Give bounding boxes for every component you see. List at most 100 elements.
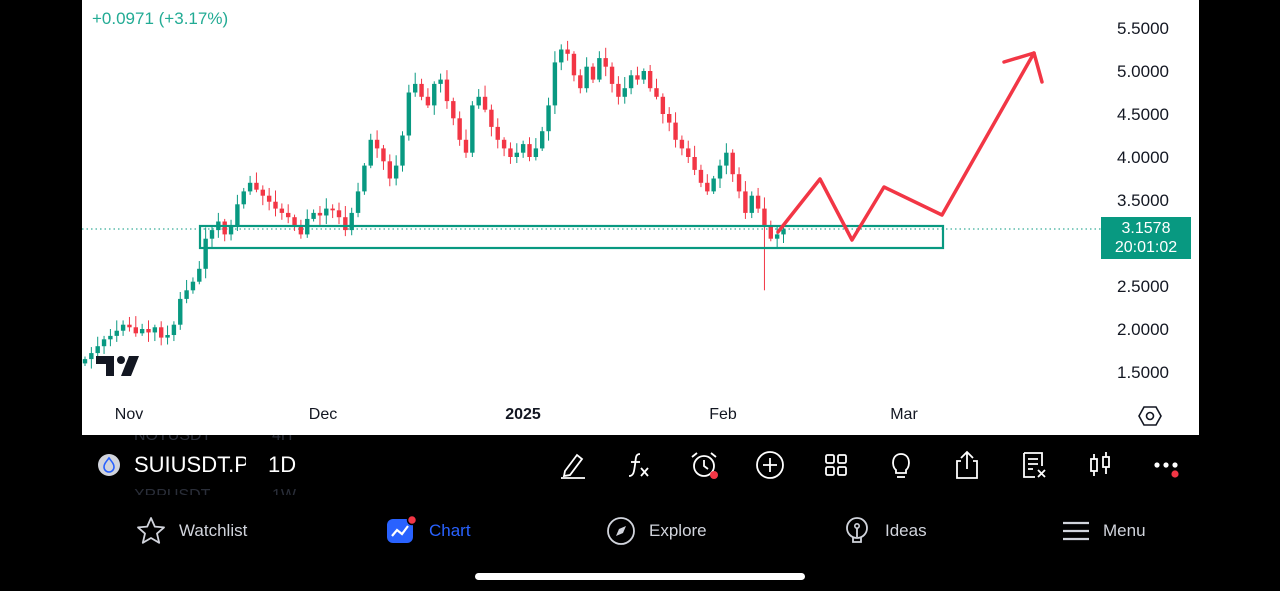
candle-body <box>146 329 151 333</box>
candle-body <box>349 212 354 231</box>
candle-body <box>533 148 539 157</box>
candle-body <box>438 79 443 84</box>
hamburger-icon <box>1063 521 1089 541</box>
compass-icon <box>607 517 635 545</box>
bar-countdown: 20:01:02 <box>1114 239 1178 256</box>
candle-body <box>552 62 558 106</box>
candle-body <box>298 225 304 235</box>
candle-body <box>768 225 773 239</box>
candle-body <box>95 346 100 354</box>
bottom-nav[interactable]: Watchlist Chart Explore Ideas Menu <box>0 495 1280 591</box>
candle-body <box>616 83 621 97</box>
candle-body <box>489 109 494 127</box>
candle-body <box>451 101 456 119</box>
candle-body <box>781 229 786 235</box>
price-axis-label: 2.5000 <box>1117 277 1169 296</box>
candle-body <box>508 148 513 157</box>
candle-body <box>470 105 475 153</box>
candle-body <box>260 189 265 196</box>
alert-clock-icon[interactable] <box>688 449 720 481</box>
ghost-interval-bottom: 1W <box>272 487 296 495</box>
ideas-bulb-icon[interactable] <box>885 449 917 481</box>
price-axis-label: 5.0000 <box>1117 62 1169 81</box>
price-axis-label: 1.5000 <box>1117 363 1169 382</box>
price-axis-label: 2.0000 <box>1117 320 1169 339</box>
candle-body <box>514 152 519 157</box>
price-axis-label: 3.5000 <box>1117 191 1169 210</box>
candle-body <box>597 58 602 80</box>
candle-body <box>393 165 399 179</box>
sui-coin-icon <box>98 454 120 476</box>
candle-body <box>686 148 691 157</box>
layouts-grid-icon[interactable] <box>820 449 852 481</box>
nav-ideas[interactable]: Ideas <box>841 513 927 549</box>
chart-icon <box>387 515 417 543</box>
candle-body <box>590 66 596 80</box>
candle-body <box>762 208 767 226</box>
candle-body <box>673 122 678 140</box>
candle-body <box>711 178 716 192</box>
candle-body <box>82 359 88 364</box>
candle-body <box>387 161 392 179</box>
candle-body <box>178 298 183 325</box>
candle-body <box>559 49 564 63</box>
nav-chart-label: Chart <box>429 521 471 540</box>
candle-body <box>495 126 500 140</box>
share-icon[interactable] <box>951 449 983 481</box>
nav-chart[interactable]: Chart <box>385 513 471 549</box>
chart-settings-icon[interactable] <box>1138 404 1162 428</box>
nav-menu[interactable]: Menu <box>1061 513 1146 549</box>
watchlist-remove-icon[interactable] <box>1018 449 1050 481</box>
nav-watchlist[interactable]: Watchlist <box>135 513 247 549</box>
candle-body <box>108 335 113 340</box>
candle-body <box>368 139 373 166</box>
candle-body <box>565 49 570 54</box>
candle-body <box>749 195 754 213</box>
time-axis-label: Nov <box>114 406 144 423</box>
home-indicator <box>475 573 805 580</box>
candle-body <box>527 144 532 157</box>
candle-body <box>127 324 132 328</box>
candle-body <box>501 139 507 149</box>
candle-body <box>578 75 583 89</box>
candle-body <box>228 225 234 235</box>
price-axis-label: 5.5000 <box>1117 19 1169 38</box>
indicators-fx-icon[interactable] <box>622 449 654 481</box>
candle-body <box>679 139 685 149</box>
more-icon[interactable] <box>1150 449 1182 481</box>
nav-ideas-label: Ideas <box>885 521 927 540</box>
symbol-name[interactable]: SUIUSDT.P <box>134 452 246 477</box>
star-icon <box>137 517 165 544</box>
candle-body <box>413 83 418 93</box>
candle-body <box>120 324 126 331</box>
candle-body <box>203 238 208 269</box>
nav-explore[interactable]: Explore <box>605 513 707 549</box>
symbol-bar[interactable]: NOTUSDT 4H XRPUSDT 1W SUIUSDT.P 1D <box>82 435 1199 495</box>
candle-body <box>235 204 240 226</box>
candle-body <box>692 157 697 170</box>
candle-body <box>425 96 431 106</box>
interval-selector[interactable]: 1D <box>268 452 297 477</box>
candlestick-chart[interactable] <box>82 0 1199 435</box>
candle-body <box>197 268 202 282</box>
drawing-pen-icon[interactable] <box>557 449 589 481</box>
candle-body <box>133 327 138 334</box>
candle-body <box>171 324 177 336</box>
candle-body <box>114 330 119 336</box>
time-axis-label: 2025 <box>505 406 541 423</box>
candle-body <box>89 353 94 360</box>
chart-type-icon[interactable] <box>1084 449 1116 481</box>
candle-body <box>717 165 723 179</box>
candle-body <box>336 210 342 218</box>
candle-body <box>247 182 253 192</box>
candle-body <box>419 83 424 97</box>
chart-area[interactable]: +0.0971 (+3.17%) 5.5000 5.0000 4.5000 4.… <box>82 0 1199 435</box>
add-circle-icon[interactable] <box>754 449 786 481</box>
candle-body <box>324 208 329 216</box>
current-price: 3.1578 <box>1121 220 1171 237</box>
candle-body <box>647 71 653 89</box>
candle-body <box>317 212 323 216</box>
candle-body <box>241 191 246 205</box>
ghost-interval-top: 4H <box>272 435 293 444</box>
candle-body <box>482 96 488 110</box>
